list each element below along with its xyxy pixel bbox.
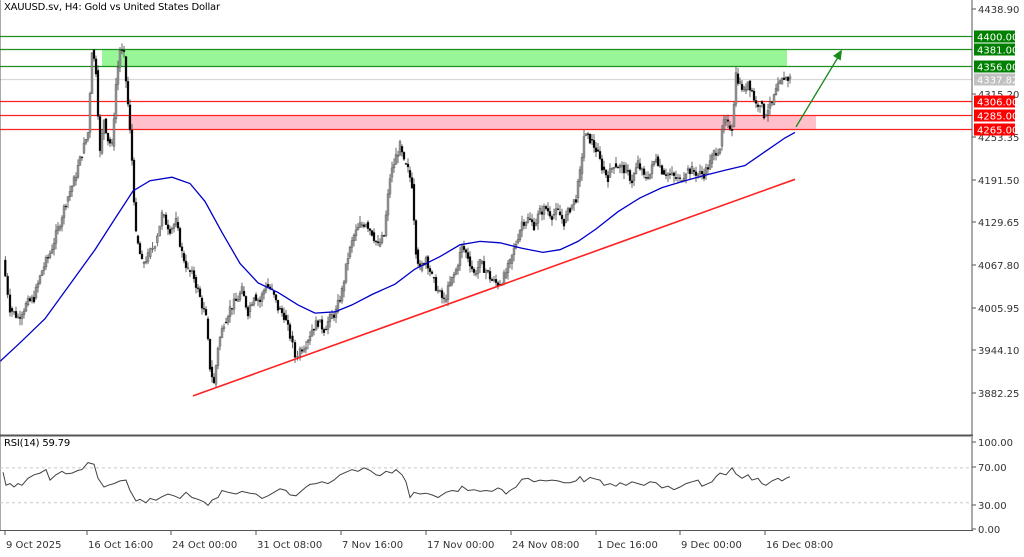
arrow-head-icon	[833, 49, 842, 61]
time-tick-label: 7 Nov 16:00	[342, 540, 403, 551]
price-tick-label: 4438.90	[978, 5, 1019, 16]
level-price-labels: 4400.00 4381.00 4356.00 4337.82 4306.00 4285.…	[974, 30, 1018, 137]
level-label-box	[974, 60, 1015, 73]
rsi-tick-label: 100.00	[978, 438, 1013, 449]
time-tick-label: 24 Oct 00:00	[172, 540, 237, 551]
level-label-box	[974, 43, 1015, 56]
price-tick-label: 3944.10	[978, 346, 1019, 357]
price-tick-label: 4067.80	[978, 261, 1019, 272]
rsi-level-lines	[0, 467, 972, 504]
level-label-text: 4400.00	[977, 33, 1018, 44]
price-zones	[102, 48, 816, 129]
price-tick-label: 4129.65	[978, 218, 1019, 229]
support-zone[interactable]	[128, 115, 816, 129]
time-tick-label: 9 Oct 2025	[6, 540, 61, 551]
rsi-tick-label: 0.00	[978, 525, 1000, 536]
rsi-indicator-label: RSI(14) 59.79	[4, 438, 70, 449]
ascending-trendline[interactable]	[192, 178, 796, 397]
level-label-box	[974, 30, 1015, 43]
level-label-text: 4356.00	[977, 63, 1018, 74]
time-tick-label: 9 Dec 00:00	[681, 540, 742, 551]
price-tick-label: 4191.50	[978, 176, 1019, 187]
rsi-line	[2, 462, 791, 507]
rsi-tick-label: 70.00	[978, 463, 1007, 474]
moving-average-line	[0, 131, 796, 362]
price-tick-label: 4005.95	[978, 304, 1019, 315]
target-arrow[interactable]	[795, 49, 842, 128]
rsi-tick-label: 30.00	[978, 501, 1007, 512]
time-tick-label: 16 Oct 16:00	[88, 540, 153, 551]
time-tick-label: 1 Dec 16:00	[597, 540, 658, 551]
level-label-box	[974, 109, 1015, 122]
level-label-text: 4337.82	[977, 76, 1018, 87]
level-label-box	[974, 73, 1015, 86]
price-tick-label: 3882.25	[978, 389, 1019, 400]
level-label-text: 4265.00	[977, 126, 1018, 137]
horizontal-levels[interactable]	[0, 35, 972, 131]
resistance-zone[interactable]	[102, 48, 787, 67]
level-label-box	[974, 123, 1015, 136]
rsi-axis: 100.00 70.00 30.00 0.00	[972, 438, 1013, 536]
time-axis: 9 Oct 2025 16 Oct 16:00 24 Oct 00:00 31 Oct…	[4, 530, 833, 551]
arrow-shaft	[795, 55, 840, 128]
level-label-text: 4381.00	[977, 46, 1018, 57]
chart-title: XAUUSD.sv, H4: Gold vs United States Dol…	[4, 2, 220, 13]
level-label-box	[974, 95, 1015, 108]
time-tick-label: 24 Nov 08:00	[512, 540, 579, 551]
level-label-text: 4306.00	[977, 98, 1018, 109]
time-tick-label: 17 Nov 00:00	[427, 540, 494, 551]
time-tick-label: 31 Oct 08:00	[257, 540, 322, 551]
level-label-text: 4285.00	[977, 112, 1018, 123]
time-tick-label: 16 Dec 08:00	[766, 540, 833, 551]
candlesticks	[4, 43, 792, 388]
price-tick-label: 4253.35	[978, 133, 1019, 144]
